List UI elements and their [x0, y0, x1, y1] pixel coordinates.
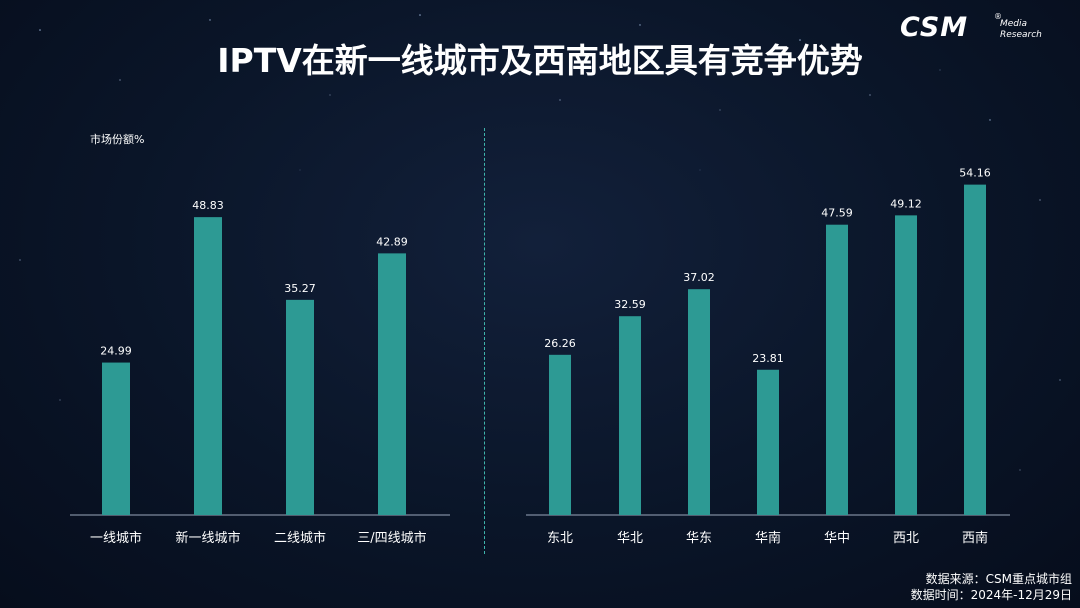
data-label: 47.59	[821, 207, 853, 220]
category-label: 西南	[962, 530, 988, 546]
category-label: 华北	[617, 531, 643, 546]
category-label: 华中	[824, 531, 850, 546]
logo-subtitle-research: Research	[1000, 30, 1042, 40]
category-label: 二线城市	[274, 530, 326, 546]
data-label: 42.89	[376, 235, 408, 248]
logo-registered-mark: ®	[994, 12, 1002, 21]
bar	[895, 215, 917, 516]
y-axis-label: 市场份额%	[90, 133, 145, 146]
data-label: 32.59	[614, 298, 646, 311]
bar	[549, 354, 571, 515]
data-label: 49.12	[890, 197, 922, 210]
page-title: IPTV在新一线城市及西南地区具有竞争优势	[217, 41, 863, 80]
data-label: 35.27	[284, 282, 316, 295]
data-label: 37.02	[683, 271, 715, 284]
category-label: 华东	[686, 531, 712, 546]
category-label: 一线城市	[90, 530, 142, 546]
category-label: 西北	[893, 531, 919, 546]
bar	[378, 253, 406, 515]
data-label: 23.81	[752, 352, 784, 365]
bar	[826, 224, 848, 516]
category-label: 东北	[547, 531, 573, 546]
csm-logo: CSM ® Media Research	[900, 12, 1050, 46]
bar	[688, 289, 710, 515]
category-label: 新一线城市	[175, 530, 240, 546]
logo-subtitle-media: Media	[1000, 19, 1028, 29]
bar	[964, 184, 986, 515]
data-label: 48.83	[192, 199, 224, 212]
chart-divider	[484, 128, 485, 554]
logo-text: CSM	[900, 12, 969, 43]
category-label: 三/四线城市	[357, 530, 426, 546]
bar	[619, 316, 641, 515]
bar	[757, 369, 779, 515]
data-label: 54.16	[959, 167, 991, 180]
bar	[286, 299, 314, 515]
data-time: 数据时间：2024年-12月29日	[910, 588, 1072, 602]
bar	[102, 362, 130, 515]
category-label: 华南	[755, 530, 781, 546]
data-label: 26.26	[544, 337, 576, 350]
data-source: 数据来源：CSM重点城市组	[925, 572, 1072, 586]
bar	[194, 217, 222, 515]
data-label: 24.99	[100, 345, 132, 358]
